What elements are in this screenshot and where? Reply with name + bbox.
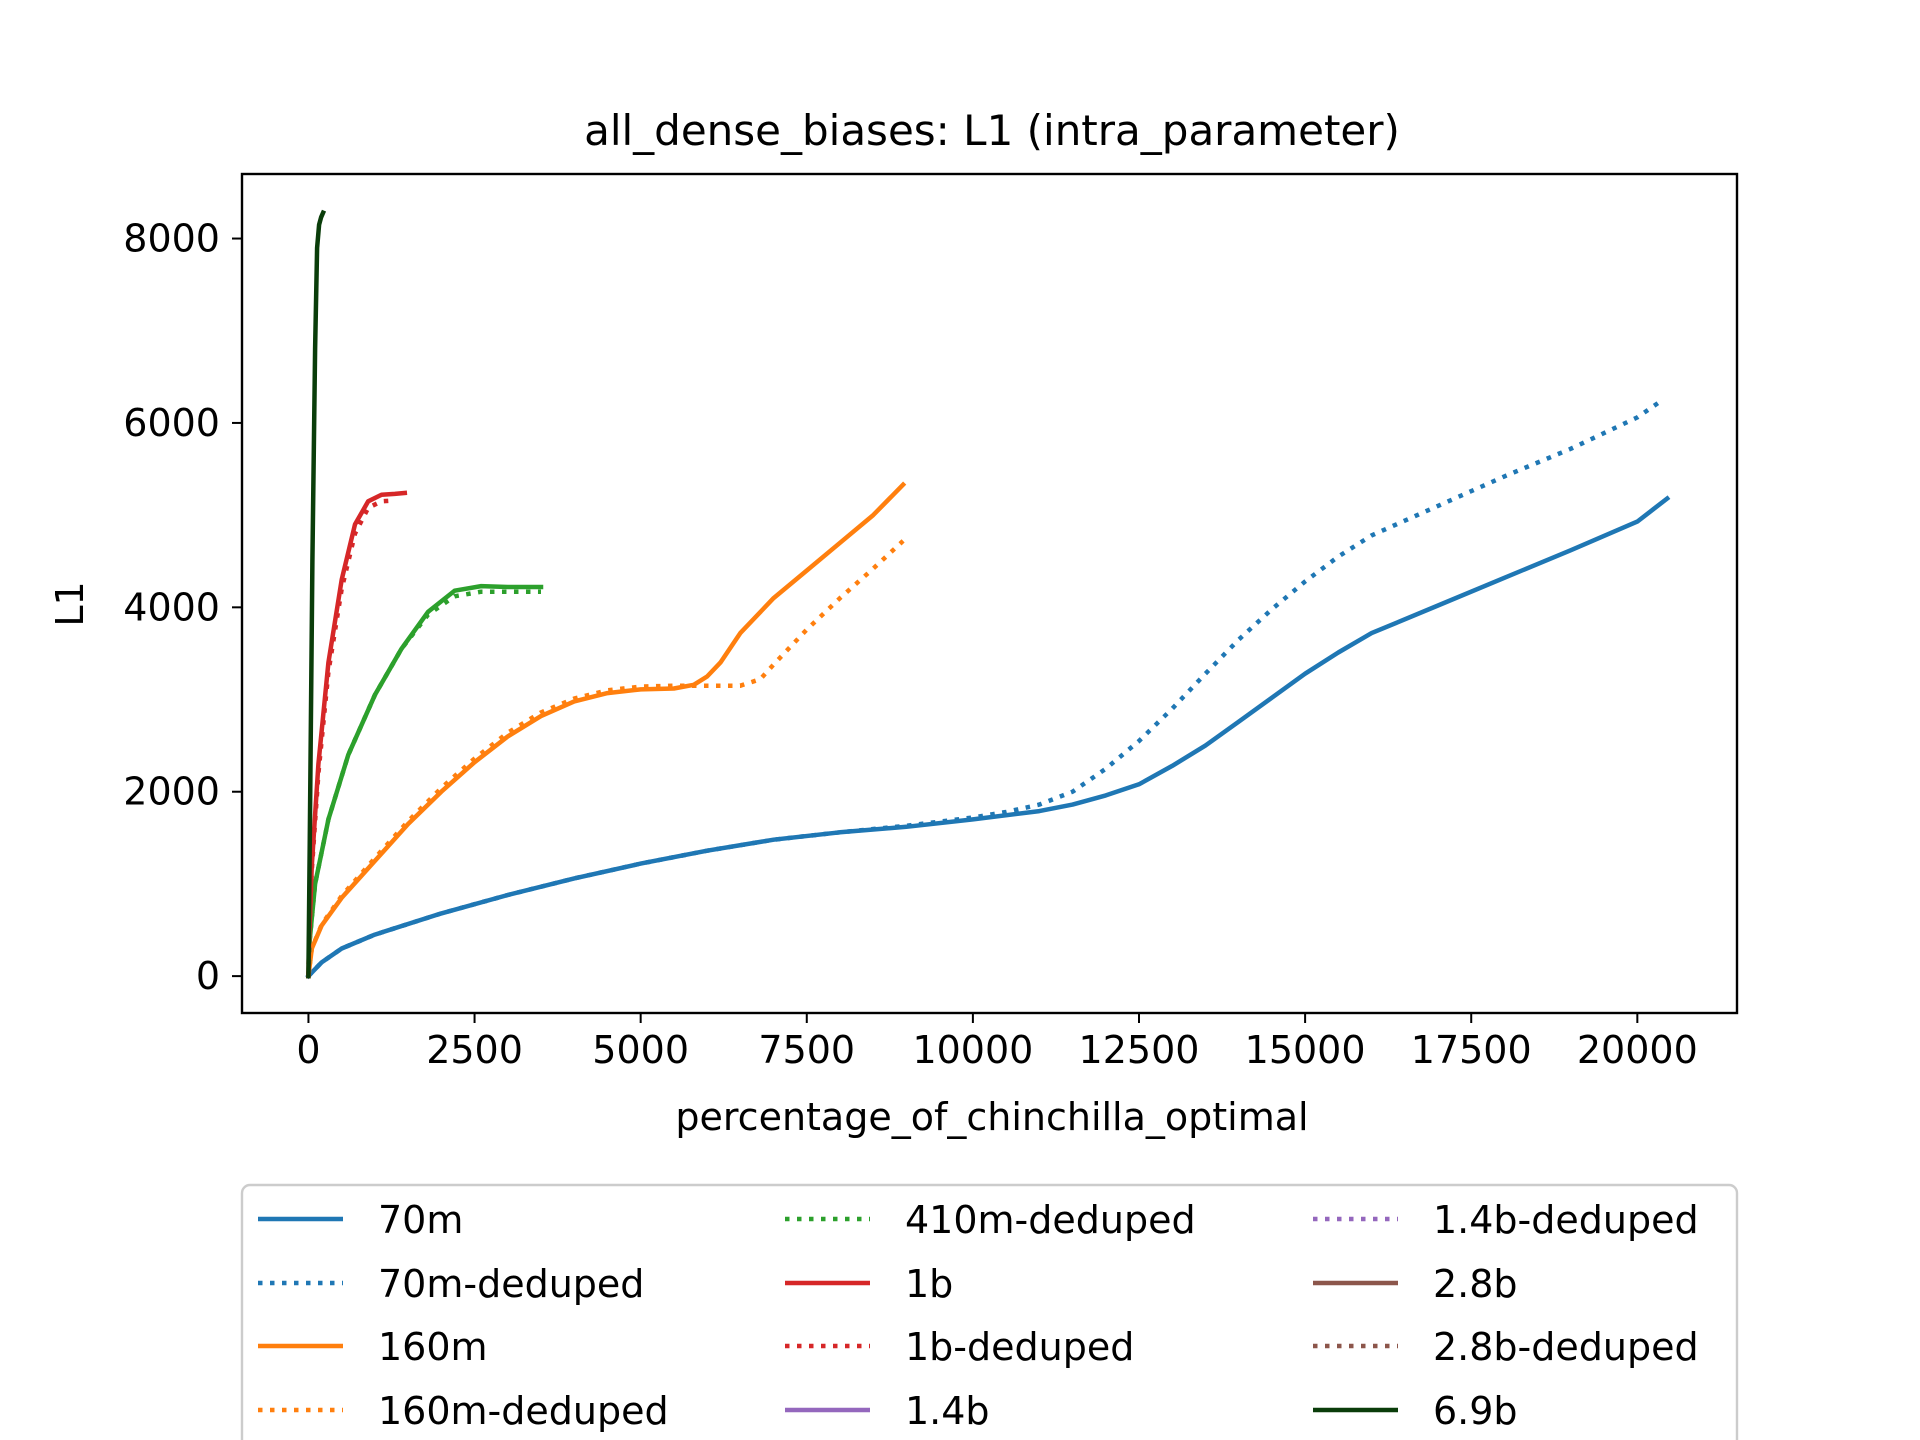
x-tick-label: 0	[296, 1028, 320, 1072]
y-tick-label: 2000	[123, 770, 220, 814]
legend-label: 160m	[378, 1325, 488, 1369]
legend-label: 70m	[378, 1198, 463, 1242]
x-tick-label: 10000	[912, 1028, 1033, 1072]
y-tick-label: 6000	[123, 401, 220, 445]
series-line-70m-deduped	[306, 397, 1666, 978]
legend: 70m 70m-deduped 160m 160m-deduped 410m-dedup…	[240, 1183, 1739, 1440]
legend-label: 1.4b	[905, 1389, 990, 1433]
legend-label: 1.4b-deduped	[1433, 1198, 1699, 1242]
legend-label: 70m-deduped	[378, 1262, 644, 1306]
x-tick-label: 12500	[1079, 1028, 1200, 1072]
x-tick-label: 7500	[758, 1028, 855, 1072]
legend-label: 2.8b	[1433, 1262, 1518, 1306]
legend-label: 410m-deduped	[905, 1198, 1196, 1242]
y-tick-label: 0	[196, 954, 220, 998]
series-lines	[305, 209, 1671, 980]
plot-frame	[240, 172, 1739, 1015]
x-tick-label: 5000	[592, 1028, 689, 1072]
x-tick-label: 17500	[1411, 1028, 1532, 1072]
series-line-6-9b	[306, 209, 327, 979]
x-tick-label: 2500	[426, 1028, 523, 1072]
axes: 0 2500 5000 7500 10000 12500 15000 17500 20000 0 2…	[123, 172, 1739, 1072]
legend-box	[240, 1183, 1739, 1440]
chart-title: all_dense_biases: L1 (intra_parameter)	[584, 106, 1400, 155]
y-axis-label: L1	[48, 581, 92, 626]
y-tick-label: 4000	[123, 585, 220, 629]
x-tick-label: 15000	[1245, 1028, 1366, 1072]
y-tick-label: 8000	[123, 217, 220, 261]
legend-label: 160m-deduped	[378, 1389, 669, 1433]
legend-label: 6.9b	[1433, 1389, 1518, 1433]
series-line-1b-deduped	[306, 498, 395, 977]
x-axis-label: percentage_of_chinchilla_optimal	[675, 1095, 1308, 1139]
x-tick-label: 20000	[1577, 1028, 1698, 1072]
legend-label: 1b-deduped	[905, 1325, 1134, 1369]
plot-area	[305, 209, 1671, 980]
series-line-extra-0	[306, 583, 544, 979]
legend-label: 2.8b-deduped	[1433, 1325, 1699, 1369]
legend-label: 1b	[905, 1262, 953, 1306]
